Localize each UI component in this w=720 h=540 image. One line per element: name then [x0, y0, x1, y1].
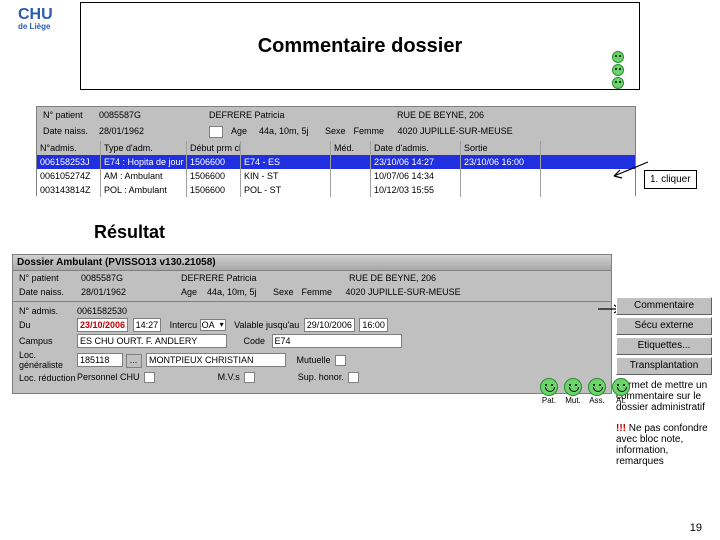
patient-name2: DEFRERE Patricia [181, 273, 291, 283]
note-2: Ne pas confondre avec bloc note, informa… [616, 423, 708, 467]
row-smiley-icon[interactable] [612, 51, 624, 63]
col-deb: Début prm cla [187, 141, 241, 155]
logo-main: CHU [18, 6, 53, 23]
addr-line2: 4020 JUPILLE-SUR-MEUSE [398, 126, 513, 138]
window-title: Dossier Ambulant (PVISSO13 v130.21058) [13, 255, 611, 271]
table-row[interactable]: 003143814ZPOL : Ambulant1506600POL - ST1… [37, 183, 635, 197]
status-faces: Pat. Mut. Ass. At. [540, 378, 630, 405]
col-date: Date d'admis. [371, 141, 461, 155]
sup-checkbox[interactable] [348, 372, 359, 383]
face-label: Pat. [542, 396, 556, 405]
label-pers: Personnel CHU [77, 372, 140, 382]
label-campus: Campus [19, 336, 77, 346]
logo: CHU de Liège [18, 6, 53, 31]
patient-id: 0085587G [99, 110, 161, 120]
label-dob2: Date naiss. [19, 287, 77, 297]
smiley-icon [564, 378, 582, 396]
addr2-line2: 4020 JUPILLE-SUR-MEUSE [346, 287, 461, 297]
col-adm: N°admis. [37, 141, 101, 155]
label-mvs: M.V.s [218, 372, 240, 382]
patient-list-panel: N° patient 0085587G DEFRERE Patricia RUE… [36, 106, 636, 196]
smiley-icon [588, 378, 606, 396]
col-med: Méd. [331, 141, 371, 155]
label-intercu: Intercu [170, 320, 198, 330]
patient-name: DEFRERE Patricia [209, 110, 329, 120]
face-label: Mut. [565, 396, 581, 405]
du-time-input[interactable]: 14:27 [133, 318, 162, 332]
callout-click: 1. cliquer [644, 170, 697, 189]
pers-checkbox[interactable] [144, 372, 155, 383]
page-number: 19 [690, 522, 702, 534]
subtitle-resultat: Résultat [94, 222, 165, 243]
col-type: Type d'adm. [101, 141, 187, 155]
label-patient-id2: N° patient [19, 273, 77, 283]
label-valable: Valable jusqu'au [234, 320, 299, 330]
dob2: 28/01/1962 [81, 287, 143, 297]
table-row[interactable]: 006158253JE74 : Hopita de jour1506600E74… [37, 155, 635, 169]
label-sup: Sup. honor. [298, 372, 344, 382]
row-smiley-icon[interactable] [612, 77, 624, 89]
mult-checkbox[interactable] [335, 355, 346, 366]
addr-line1: RUE DE BEYNE, 206 [397, 110, 484, 120]
row-smiley-icon[interactable] [612, 64, 624, 76]
mvs-checkbox[interactable] [244, 372, 255, 383]
note-1: Permet de mettre un commentaire sur le d… [616, 380, 716, 413]
label-age: Age [231, 126, 247, 138]
grid-header: N°admis. Type d'adm. Début prm cla Méd. … [37, 141, 635, 155]
valable-date-input[interactable]: 29/10/2006 [304, 318, 355, 332]
age2: 44a, 10m, 5j [207, 287, 269, 297]
loc-gen-name-input[interactable]: MONTPIEUX CHRISTIAN [146, 353, 286, 367]
warn-icon: !!! [616, 423, 626, 434]
label-age2: Age [181, 287, 197, 297]
right-annotation: Permet de mettre un commentaire sur le d… [616, 298, 716, 467]
loc-gen-code-input[interactable]: 185118 [77, 353, 123, 367]
intercu-dropdown[interactable]: OA [200, 319, 226, 331]
table-row[interactable]: 006105274ZAM : Ambulant1506600KIN - ST10… [37, 169, 635, 183]
du-date-input[interactable]: 23/10/2006 [77, 318, 128, 332]
smiley-icon [540, 378, 558, 396]
adm-value: 0061582530 [77, 306, 605, 316]
addr2-line1: RUE DE BEYNE, 206 [349, 273, 436, 283]
page-title: Commentaire dossier [80, 2, 640, 90]
label-sex2: Sexe [273, 287, 294, 297]
dossier-detail-panel: Dossier Ambulant (PVISSO13 v130.21058) N… [12, 254, 612, 394]
label-du: Du [19, 320, 77, 330]
code-input[interactable]: E74 [272, 334, 402, 348]
label-sex: Sexe [325, 126, 346, 138]
dob: 28/01/1962 [99, 126, 161, 138]
label-loc-gen: Loc. généraliste [19, 350, 77, 370]
lookup-button[interactable]: ... [126, 354, 142, 368]
face-label: Ass. [589, 396, 605, 405]
face-label: At. [616, 396, 626, 405]
sex2: Femme [302, 287, 342, 297]
label-patient-id: N° patient [43, 110, 95, 120]
patient-id2: 0085587G [81, 273, 143, 283]
age-value: 44a, 10m, 5j [259, 126, 321, 138]
campus-input[interactable]: ES CHU OURT. F. ANDLERY [77, 334, 227, 348]
label-adm: N° admis. [19, 306, 77, 316]
col-unit [241, 141, 331, 155]
label-dob: Date naiss. [43, 126, 95, 138]
label-loc-red: Loc. réduction [19, 373, 77, 383]
age-checkbox[interactable] [209, 126, 223, 138]
logo-sub: de Liège [18, 22, 53, 31]
label-mult: Mutuelle [297, 355, 331, 365]
col-sortie: Sortie [461, 141, 541, 155]
sex-value: Femme [354, 126, 394, 138]
label-code: Code [244, 336, 266, 346]
valable-time-input[interactable]: 16:00 [359, 318, 388, 332]
smiley-icon [612, 378, 630, 396]
